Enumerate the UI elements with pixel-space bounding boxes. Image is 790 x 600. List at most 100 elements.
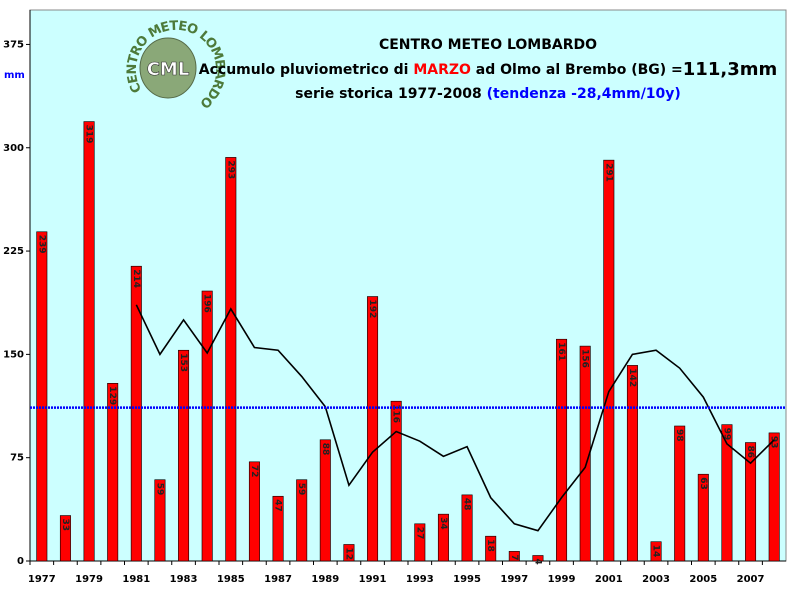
bar bbox=[414, 523, 426, 562]
data-label: 156 bbox=[580, 349, 590, 368]
subtitle-part: MARZO bbox=[413, 62, 471, 78]
data-label: 93 bbox=[769, 436, 779, 449]
bar bbox=[532, 555, 544, 562]
bar bbox=[437, 513, 449, 562]
bar bbox=[296, 479, 308, 562]
data-label: 153 bbox=[178, 353, 188, 372]
x-tick-label: 2005 bbox=[689, 574, 717, 585]
bar bbox=[225, 157, 237, 562]
data-label: 99 bbox=[721, 428, 731, 441]
data-label: 291 bbox=[603, 163, 613, 182]
subtitle-part: ad Olmo al Brembo (BG) = bbox=[471, 62, 683, 78]
bar bbox=[721, 424, 733, 562]
data-label: 86 bbox=[745, 446, 755, 459]
bar bbox=[556, 338, 568, 562]
y-axis-label: mm bbox=[4, 70, 25, 81]
x-tick-label: 2001 bbox=[595, 574, 623, 585]
data-label: 196 bbox=[202, 294, 212, 313]
x-tick-label: 1985 bbox=[217, 574, 245, 585]
bar bbox=[579, 345, 591, 562]
logo-map bbox=[139, 37, 197, 99]
bar bbox=[178, 349, 190, 562]
data-label: 33 bbox=[60, 519, 70, 532]
bar bbox=[367, 296, 379, 562]
data-label: 319 bbox=[84, 125, 94, 144]
data-label: 214 bbox=[131, 269, 141, 288]
bar bbox=[248, 461, 260, 562]
bar bbox=[83, 121, 95, 562]
plot-area bbox=[29, 9, 787, 562]
data-label: 27 bbox=[414, 527, 424, 540]
y-tick-label: 0 bbox=[17, 556, 24, 567]
y-tick-label: 225 bbox=[3, 246, 24, 257]
chart-title: CENTRO METEO LOMBARDO bbox=[379, 37, 597, 53]
bar bbox=[59, 515, 71, 562]
y-tick-label: 375 bbox=[3, 39, 24, 50]
data-label: 4 bbox=[532, 558, 542, 564]
bar bbox=[674, 425, 686, 562]
y-tick-label: 75 bbox=[10, 453, 24, 464]
subtitle-part: serie storica 1977-2008 bbox=[295, 86, 486, 102]
x-tick-label: 1987 bbox=[264, 574, 292, 585]
bar bbox=[768, 432, 780, 562]
bar bbox=[201, 290, 213, 562]
chart-subtitle2: serie storica 1977-2008 (tendenza -28,4m… bbox=[295, 86, 681, 102]
x-tick-label: 1993 bbox=[406, 574, 434, 585]
bar bbox=[603, 159, 615, 562]
bar bbox=[650, 541, 662, 562]
data-label: 116 bbox=[391, 404, 401, 423]
bar bbox=[626, 365, 638, 562]
data-label: 239 bbox=[36, 235, 46, 254]
data-label: 59 bbox=[296, 483, 306, 496]
x-tick-label: 1983 bbox=[170, 574, 198, 585]
bar bbox=[461, 494, 473, 562]
data-label: 34 bbox=[438, 517, 448, 530]
subtitle-part: Accumulo pluviometrico di bbox=[199, 62, 414, 78]
bar bbox=[107, 383, 119, 562]
bar bbox=[485, 535, 497, 562]
data-label: 59 bbox=[154, 483, 164, 496]
data-label: 47 bbox=[273, 499, 283, 512]
data-label: 7 bbox=[509, 554, 519, 560]
x-tick-label: 1999 bbox=[548, 574, 576, 585]
data-label: 14 bbox=[651, 545, 661, 558]
x-tick-label: 1979 bbox=[75, 574, 103, 585]
x-tick-label: 1995 bbox=[453, 574, 481, 585]
bar bbox=[508, 551, 520, 562]
subtitle-part: 111,3mm bbox=[683, 59, 777, 80]
bar bbox=[319, 439, 331, 562]
data-label: 192 bbox=[367, 300, 377, 319]
bar bbox=[272, 495, 284, 562]
subtitle-part: (tendenza -28,4mm/10y) bbox=[487, 86, 681, 102]
data-label: 63 bbox=[698, 477, 708, 490]
data-label: 18 bbox=[485, 539, 495, 552]
data-label: 293 bbox=[225, 160, 235, 179]
data-label: 142 bbox=[627, 368, 637, 387]
bar bbox=[130, 265, 142, 562]
data-label: 88 bbox=[320, 443, 330, 456]
bar bbox=[36, 231, 48, 562]
bar bbox=[745, 442, 757, 562]
x-tick-label: 2007 bbox=[737, 574, 765, 585]
data-label: 98 bbox=[674, 429, 684, 442]
bar bbox=[390, 400, 402, 562]
data-label: 12 bbox=[343, 547, 353, 560]
x-tick-label: 1981 bbox=[122, 574, 150, 585]
bar bbox=[343, 544, 355, 562]
data-label: 161 bbox=[556, 342, 566, 361]
x-tick-label: 1977 bbox=[28, 574, 56, 585]
x-tick-label: 1991 bbox=[359, 574, 387, 585]
x-tick-label: 1989 bbox=[311, 574, 339, 585]
trend-line bbox=[135, 304, 775, 532]
data-label: 129 bbox=[107, 386, 117, 405]
bar bbox=[697, 473, 709, 562]
x-tick-label: 2003 bbox=[642, 574, 670, 585]
logo-text: CML bbox=[147, 59, 190, 80]
bar bbox=[154, 479, 166, 562]
chart-subtitle: Accumulo pluviometrico di MARZO ad Olmo … bbox=[199, 59, 777, 80]
y-tick-label: 300 bbox=[3, 143, 24, 154]
data-label: 48 bbox=[462, 498, 472, 511]
y-tick-label: 150 bbox=[3, 349, 24, 360]
data-label: 72 bbox=[249, 465, 259, 478]
